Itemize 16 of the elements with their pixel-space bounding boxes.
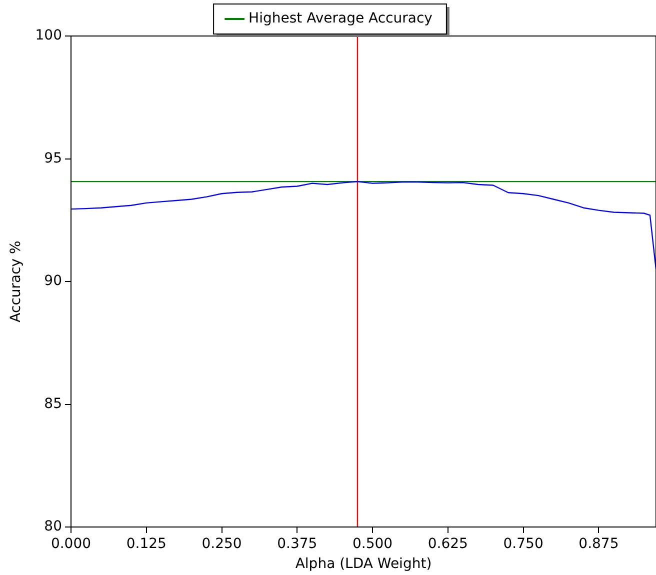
y-tick-label: 80 [44,518,62,535]
x-tick-label: 0.500 [352,536,393,552]
y-tick-label: 95 [44,150,62,166]
x-tick-label: 0.750 [503,536,544,552]
legend-label: Highest Average Accuracy [248,10,432,27]
x-tick-label: 0.625 [428,536,468,552]
x-tick-label: 0.875 [578,536,619,552]
y-tick-label: 90 [44,273,62,290]
y-tick-label: 85 [44,396,62,412]
x-tick-label: 0.125 [126,536,166,552]
x-tick-label: 0.000 [50,536,92,552]
x-tick-label: 0.375 [277,536,318,552]
y-axis-title: Accuracy % [8,240,24,322]
x-axis-title: Alpha (LDA Weight) [295,556,432,572]
x-tick-label: 0.250 [202,536,242,552]
y-tick-label: 100 [35,28,62,44]
